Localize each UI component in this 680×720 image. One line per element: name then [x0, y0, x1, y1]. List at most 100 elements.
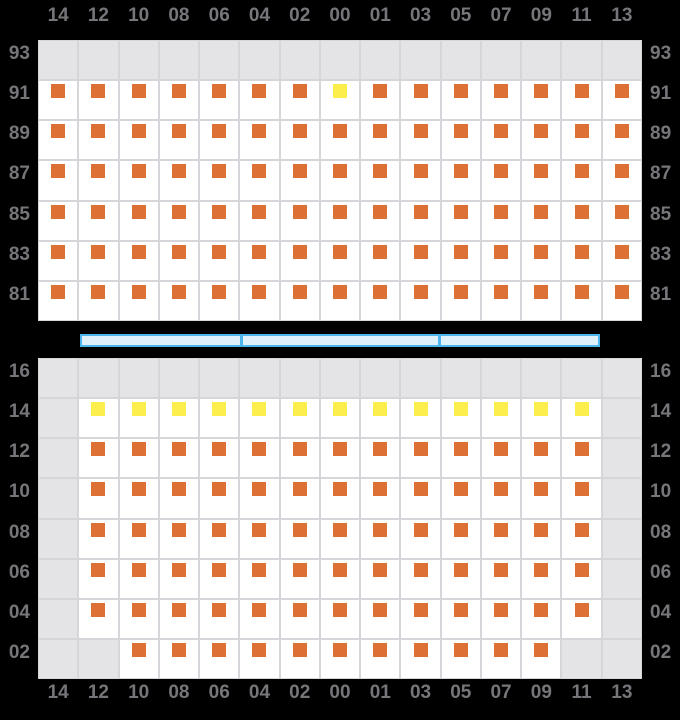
grid-cell [158, 398, 200, 439]
grid-cell [480, 120, 522, 161]
orange-marker [131, 562, 146, 577]
grid-cell [319, 478, 361, 519]
grid-cell [319, 280, 361, 321]
bottom-x-axis-label: 01 [369, 682, 391, 703]
orange-marker [413, 164, 428, 179]
grid-cell [78, 518, 119, 559]
grid-cell [239, 200, 280, 241]
y-axis-label-right: 85 [650, 203, 672, 225]
orange-marker [252, 442, 267, 457]
orange-marker [131, 124, 146, 139]
grid-cell [239, 280, 280, 321]
grid-cell [360, 280, 401, 321]
grid-cell [118, 40, 159, 81]
grid-cell [38, 80, 79, 121]
orange-marker [91, 562, 106, 577]
orange-marker [413, 482, 428, 497]
grid-cell [38, 160, 79, 201]
orange-marker [373, 204, 388, 219]
orange-marker [171, 204, 186, 219]
range-selector-handle[interactable] [438, 334, 441, 347]
grid-cell [78, 398, 119, 439]
top-x-axis-label: 12 [87, 5, 109, 26]
grid-cell [239, 478, 280, 519]
grid-cell [400, 598, 441, 639]
grid-cell [480, 558, 522, 599]
grid-cell [561, 280, 602, 321]
grid-cell [601, 240, 642, 281]
orange-marker [51, 164, 66, 179]
orange-marker [373, 284, 388, 299]
orange-marker [171, 124, 186, 139]
y-axis-label-right: 14 [650, 401, 672, 423]
orange-marker [91, 442, 106, 457]
grid-cell [521, 160, 562, 201]
orange-marker [453, 522, 468, 537]
grid-cell [118, 398, 159, 439]
orange-marker [534, 84, 549, 99]
grid-cell [561, 518, 602, 559]
grid-cell [158, 120, 200, 161]
grid-cell [158, 200, 200, 241]
grid-cell [38, 398, 79, 439]
bottom-x-axis-label: 07 [490, 682, 512, 703]
grid-cell [239, 358, 280, 399]
grid-cell [118, 358, 159, 399]
grid-cell [38, 518, 79, 559]
orange-marker [574, 284, 589, 299]
grid-cell [279, 638, 320, 679]
orange-marker [332, 244, 347, 259]
grid-cell [440, 558, 481, 599]
grid-cell [199, 558, 240, 599]
orange-marker [534, 522, 549, 537]
range-selector-bar[interactable] [80, 334, 600, 347]
orange-marker [212, 482, 227, 497]
orange-marker [413, 204, 428, 219]
top-x-axis-label: 10 [128, 5, 150, 26]
y-axis-label-left: 91 [8, 83, 30, 105]
orange-marker [252, 164, 267, 179]
grid-cell [561, 558, 602, 599]
orange-marker [91, 124, 106, 139]
y-axis-label-right: 81 [650, 283, 672, 305]
grid-cell [319, 598, 361, 639]
orange-marker [91, 204, 106, 219]
grid-cell [279, 80, 320, 121]
orange-marker [614, 204, 629, 219]
grid-cell [400, 120, 441, 161]
bottom-x-axis-label: 10 [128, 682, 150, 703]
orange-marker [131, 602, 146, 617]
orange-marker [494, 522, 509, 537]
grid-cell [440, 398, 481, 439]
orange-marker [171, 442, 186, 457]
grid-cell [521, 80, 562, 121]
grid-cell [521, 240, 562, 281]
orange-marker [252, 204, 267, 219]
orange-marker [252, 642, 267, 657]
orange-marker [212, 562, 227, 577]
grid-cell [199, 280, 240, 321]
grid-cell [360, 558, 401, 599]
grid-cell [561, 358, 602, 399]
grid-cell [360, 120, 401, 161]
orange-marker [373, 642, 388, 657]
range-selector-handle[interactable] [240, 334, 243, 347]
orange-marker [413, 602, 428, 617]
grid-cell [561, 80, 602, 121]
grid-cell [38, 638, 79, 679]
orange-marker [332, 642, 347, 657]
grid-cell [601, 200, 642, 241]
bottom-x-axis-label: 14 [47, 682, 69, 703]
grid-cell [199, 398, 240, 439]
grid-cell [521, 358, 562, 399]
top-x-axis-label: 14 [47, 5, 69, 26]
orange-marker [171, 562, 186, 577]
top-x-axis-label: 11 [571, 5, 592, 26]
orange-marker [212, 204, 227, 219]
orange-marker [51, 204, 66, 219]
grid-cell [521, 398, 562, 439]
orange-marker [252, 482, 267, 497]
grid-cell [319, 358, 361, 399]
yellow-marker [494, 402, 509, 417]
grid-cell [199, 240, 240, 281]
